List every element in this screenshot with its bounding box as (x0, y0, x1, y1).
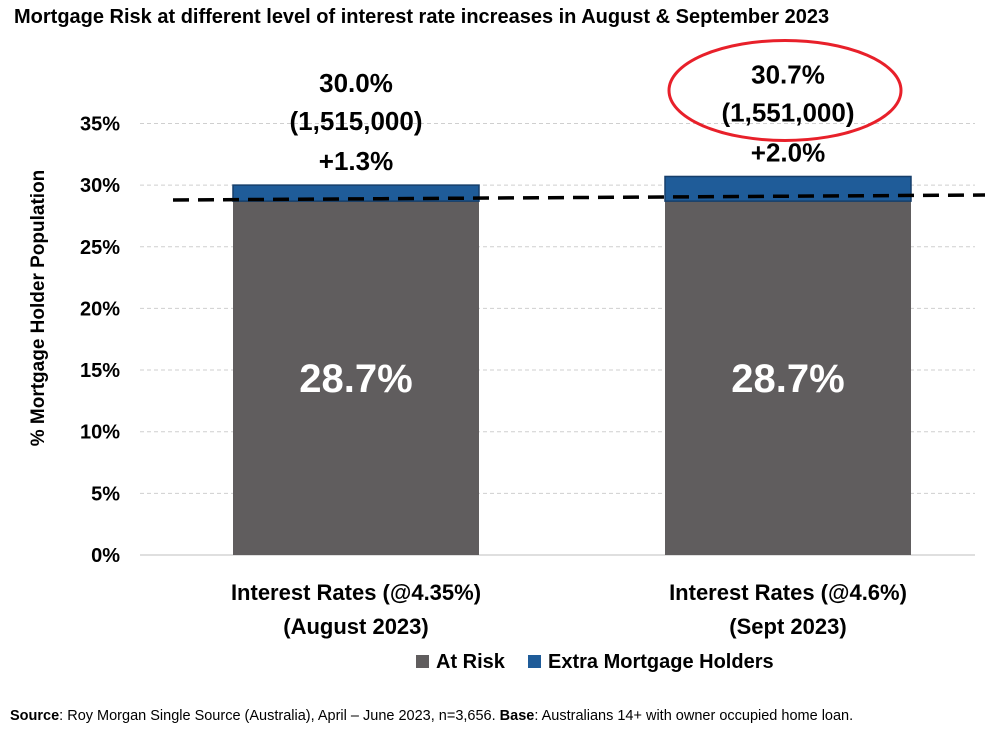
reference-dashed-line (172, 193, 986, 202)
total-percent-label: 30.7% (751, 59, 825, 89)
total-percent-label: 30.0% (319, 68, 393, 98)
legend-label-at-risk: At Risk (436, 651, 506, 673)
bar-extra-1 (232, 184, 480, 202)
total-count-label: (1,515,000) (290, 106, 423, 136)
y-tick-label: 20% (80, 298, 120, 320)
legend-swatch-extra (528, 655, 541, 668)
y-tick-label: 25% (80, 237, 120, 259)
stacked-bar-chart: 0% 5% 10% 15% 20% 25% 30% 35% % Mortgage Holder … (28, 38, 986, 673)
x-category-label: Interest Rates (@4.35%) (231, 580, 481, 605)
source-note: Source: Roy Morgan Single Source (Austra… (10, 708, 853, 724)
legend-swatch-at-risk (416, 655, 429, 668)
y-tick-label: 15% (80, 360, 120, 382)
extra-value-label: +2.0% (751, 137, 825, 167)
y-tick-label: 30% (80, 175, 120, 197)
y-tick-label: 5% (91, 483, 120, 505)
chart-title: Mortgage Risk at different level of inte… (14, 6, 830, 28)
bar-value-label: 28.7% (731, 357, 844, 401)
legend-label-extra: Extra Mortgage Holders (548, 651, 774, 673)
bar-at-risk-1 (233, 201, 479, 555)
bar-at-risk-2 (665, 201, 911, 555)
bar-value-label: 28.7% (299, 357, 412, 401)
source-text: : Roy Morgan Single Source (Australia), … (59, 708, 500, 724)
total-count-label: (1,551,000) (722, 97, 855, 127)
x-category-label: (Sept 2023) (729, 614, 846, 639)
base-label: Base (499, 708, 535, 724)
x-category-label: Interest Rates (@4.6%) (669, 580, 907, 605)
y-tick-label: 0% (91, 545, 120, 567)
highlight-ellipse (667, 38, 903, 142)
y-tick-label: 35% (80, 113, 120, 135)
extra-value-label: +1.3% (319, 146, 393, 176)
y-axis-title: % Mortgage Holder Population (28, 170, 49, 447)
y-tick-label: 10% (80, 422, 120, 444)
x-category-label: (August 2023) (283, 614, 428, 639)
base-text: : Australians 14+ with owner occupied ho… (534, 708, 854, 724)
source-label: Source (10, 708, 60, 724)
